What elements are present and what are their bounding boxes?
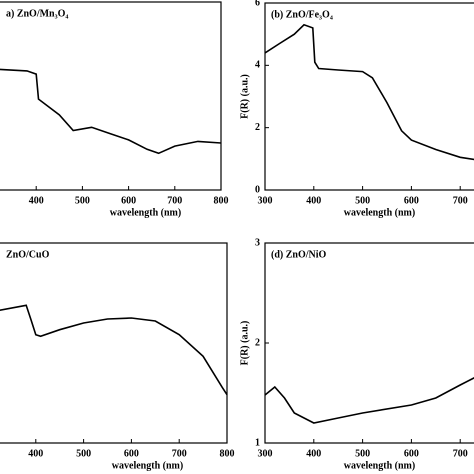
x-tick-label: 400	[28, 448, 43, 459]
x-axis-label: wavelength (nm)	[344, 207, 415, 218]
y-tick-label: 1	[255, 437, 260, 448]
x-tick-label: 300	[258, 195, 273, 206]
spectrum-line	[264, 23, 474, 161]
x-tick-label: 700	[172, 448, 187, 459]
x-tick-label: 800	[220, 448, 235, 459]
panel-title: ZnO/CuO	[6, 249, 50, 260]
y-tick-label: 2	[255, 122, 260, 133]
y-tick-label: 4	[255, 60, 260, 71]
panel-title: a) ZnO/Mn₃O₄	[6, 8, 68, 19]
x-tick-label: 500	[76, 448, 91, 459]
x-tick-label: 300	[258, 448, 273, 459]
y-axis-label: F(R) (a.u.)	[239, 321, 250, 366]
x-tick-label: 700	[453, 448, 468, 459]
y-tick-label: 2	[255, 337, 260, 348]
axes-frame	[264, 242, 474, 444]
x-axis-label: wavelength (nm)	[112, 460, 183, 471]
x-tick-label: 700	[167, 195, 182, 206]
x-tick-label: 800	[214, 195, 229, 206]
x-axis-label: wavelength (nm)	[344, 460, 415, 471]
x-tick-label: 500	[355, 448, 370, 459]
x-tick-label: 700	[453, 195, 468, 206]
x-tick-label: 600	[124, 448, 139, 459]
x-tick-label: 500	[75, 195, 90, 206]
y-tick-label: 6	[255, 0, 260, 8]
x-tick-label: 600	[121, 195, 136, 206]
y-tick-label: 0	[255, 184, 260, 195]
spectrum-line	[0, 304, 228, 396]
axes-frame	[264, 2, 474, 191]
y-tick-label: 3	[255, 237, 260, 248]
x-tick-label: 400	[306, 448, 321, 459]
x-tick-label: 400	[29, 195, 44, 206]
axes-frame	[0, 1, 222, 191]
x-tick-label: 600	[404, 448, 419, 459]
panel-title: (d) ZnO/NiO	[271, 249, 327, 260]
x-tick-label: 400	[306, 195, 321, 206]
panel-title: (b) ZnO/Fe₃O₄	[271, 9, 333, 20]
spectrum-line	[0, 68, 222, 155]
spectrum-line	[264, 377, 474, 424]
x-tick-label: 600	[404, 195, 419, 206]
x-axis-label: wavelength (nm)	[110, 207, 181, 218]
x-tick-label: 500	[355, 195, 370, 206]
axes-frame	[0, 242, 228, 444]
y-axis-label: F(R) (a.u.)	[239, 74, 250, 119]
